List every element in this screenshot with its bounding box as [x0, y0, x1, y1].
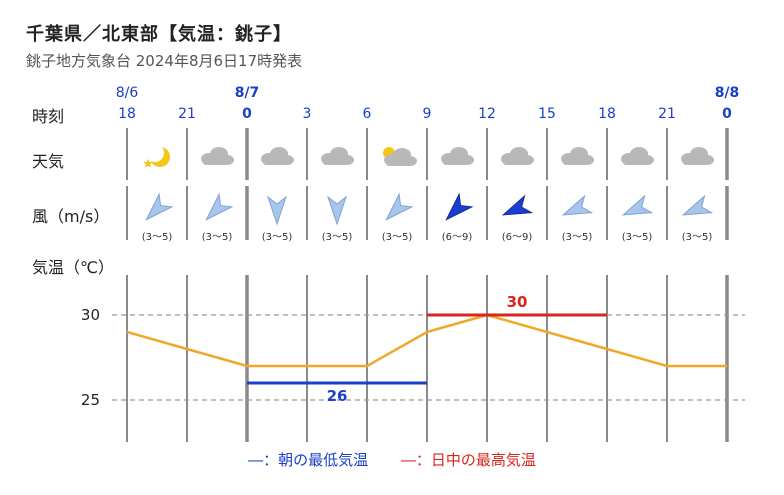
date-label: 8/6: [116, 85, 139, 101]
cloud-icon: [441, 147, 474, 165]
legend: ―：朝の最低気温 ―：日中の最高気温: [0, 449, 784, 470]
hour-label: 9: [423, 106, 432, 122]
wind-speed-label: (3～5): [202, 232, 233, 243]
cloud-icon: [681, 147, 714, 165]
wind-arrow-icon: [561, 194, 594, 216]
wind-arrow-icon: [385, 192, 414, 221]
weather-row-label: 天気: [32, 152, 65, 171]
hour-label: 18: [598, 106, 616, 122]
sun-cloud-icon: [383, 147, 417, 166]
wind-arrow-shape: [205, 192, 234, 221]
wind-speed-label: (3～5): [142, 232, 173, 243]
wind-speed-label: (3～5): [382, 232, 413, 243]
legend-min-temp: ―：朝の最低気温: [248, 451, 369, 469]
cloud-icon: [561, 147, 594, 165]
cloud-icon: [621, 147, 654, 165]
time-row-label: 時刻: [32, 107, 65, 126]
y-tick-label: 30: [81, 306, 100, 324]
hour-label: 6: [363, 106, 372, 122]
wind-arrow-shape: [385, 192, 414, 221]
wind-speed-label: (3～5): [562, 232, 593, 243]
moon-icon: [143, 144, 170, 168]
y-tick-label: 25: [81, 391, 100, 409]
cloud-icon: [384, 148, 417, 166]
wind-arrow-shape: [145, 192, 174, 221]
wind-arrow-icon: [681, 194, 714, 216]
page-subtitle: 銚子地方気象台 2024年8月6日17時発表: [26, 52, 303, 70]
wind-row-label: 風（m/s）: [32, 207, 110, 226]
wind-arrow-icon: [327, 195, 347, 226]
cloud-icon: [321, 147, 354, 165]
wind-arrow-shape: [501, 194, 534, 216]
hour-label: 0: [242, 106, 252, 122]
date-label: 8/8: [715, 85, 740, 101]
wind-arrow-icon: [621, 194, 654, 216]
hour-label: 18: [118, 106, 136, 122]
cloud-base: [563, 159, 591, 165]
cloud-icon: [261, 147, 294, 165]
temp-row-label: 気温（℃）: [32, 258, 114, 277]
cloud-icon: [501, 147, 534, 165]
wind-arrow-shape: [445, 192, 474, 221]
cloud-base: [386, 160, 414, 166]
cloud-icon: [201, 147, 234, 165]
hour-label: 21: [658, 106, 676, 122]
cloud-base: [623, 159, 651, 165]
wind-speed-label: (3～5): [262, 232, 293, 243]
temperature-line: [126, 313, 727, 368]
wind-arrow-shape: [681, 194, 714, 216]
wind-arrow-shape: [267, 195, 287, 226]
cloud-base: [203, 159, 231, 165]
wind-arrow-shape: [327, 195, 347, 226]
legend-max-temp: ―：日中の最高気温: [400, 451, 536, 469]
wind-speed-label: (6～9): [442, 232, 473, 243]
max-temp-label: 30: [507, 293, 528, 311]
cloud-base: [683, 159, 711, 165]
wind-arrow-icon: [501, 194, 534, 216]
wind-arrow-shape: [621, 194, 654, 216]
moon-shadow: [146, 144, 164, 162]
wind-arrow-icon: [445, 192, 474, 221]
cloud-base: [503, 159, 531, 165]
wind-arrow-icon: [205, 192, 234, 221]
cloud-base: [263, 159, 291, 165]
page-title: 千葉県／北東部【気温：銚子】: [26, 24, 292, 45]
wind-speed-label: (6～9): [502, 232, 533, 243]
wind-speed-label: (3～5): [322, 232, 353, 243]
hour-label: 15: [538, 106, 556, 122]
wind-speed-label: (3～5): [622, 232, 653, 243]
date-label: 8/7: [235, 85, 260, 101]
wind-speed-label: (3～5): [682, 232, 713, 243]
wind-arrow-icon: [145, 192, 174, 221]
star-shape: [143, 159, 153, 168]
wind-arrow-shape: [561, 194, 594, 216]
cloud-base: [443, 159, 471, 165]
wind-arrow-icon: [267, 195, 287, 226]
hour-label: 0: [722, 106, 732, 122]
hour-label: 12: [478, 106, 496, 122]
min-temp-label: 26: [327, 387, 348, 405]
hour-label: 21: [178, 106, 196, 122]
cloud-base: [323, 159, 351, 165]
hour-label: 3: [303, 106, 312, 122]
